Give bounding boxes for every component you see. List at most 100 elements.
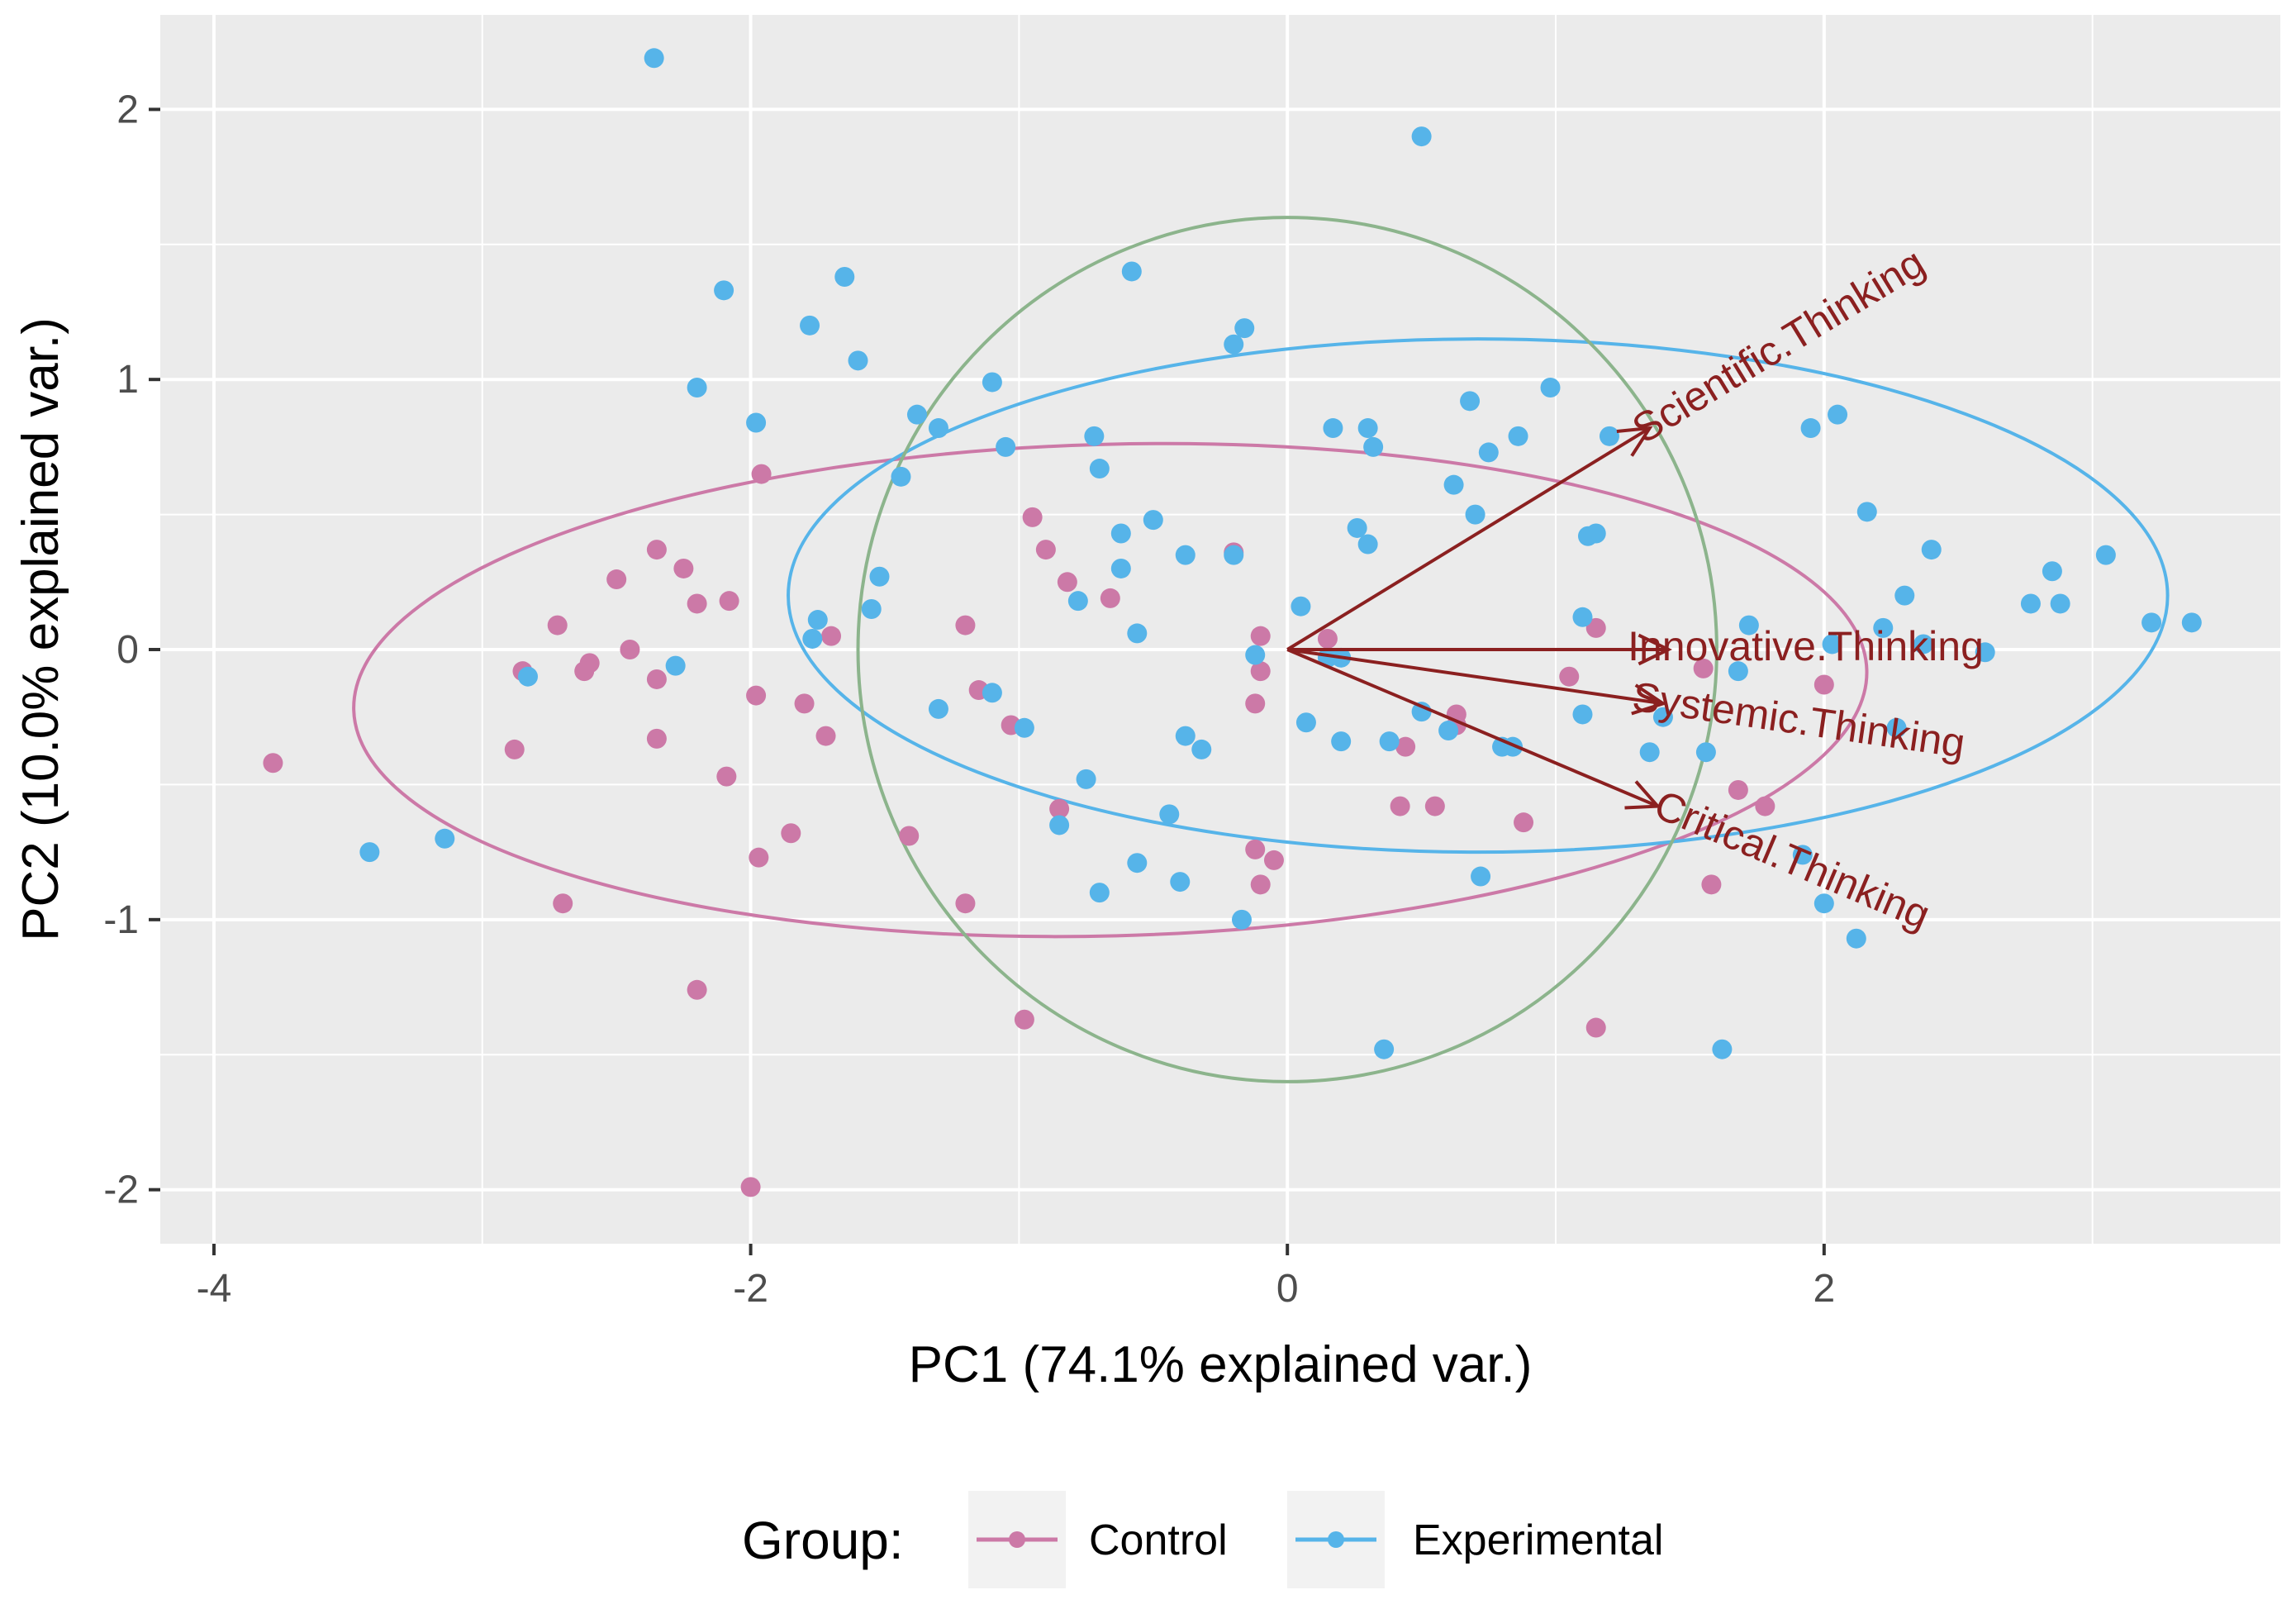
series-experimental	[359, 48, 2202, 1059]
experimental-point	[359, 842, 380, 863]
control-point	[1317, 628, 1338, 649]
experimental-point	[1508, 426, 1528, 446]
experimental-point	[848, 350, 868, 371]
experimental-point	[435, 828, 455, 849]
control-point	[1022, 507, 1043, 527]
control-point	[646, 669, 667, 689]
legend-marker-experimental	[1328, 1531, 1344, 1548]
experimental-point	[1886, 717, 1907, 738]
vector-arrow	[1286, 648, 1664, 706]
experimental-point	[802, 628, 823, 649]
control-point	[815, 726, 836, 746]
control-point	[821, 626, 842, 646]
ellipse-circle	[856, 216, 1718, 1083]
control-point	[646, 540, 667, 560]
legend-marker-control	[1009, 1531, 1025, 1548]
experimental-point	[1234, 318, 1255, 339]
x-tick-label: 0	[1276, 1267, 1299, 1311]
experimental-point	[1585, 523, 1606, 544]
legend-label-control: Control	[1089, 1516, 1228, 1564]
control-point	[1585, 617, 1606, 638]
experimental-point	[1357, 534, 1378, 555]
experimental-point	[1822, 634, 1842, 655]
control-point	[1263, 850, 1284, 870]
control-point	[1245, 839, 1266, 859]
experimental-point	[1465, 504, 1486, 525]
experimental-point	[2095, 545, 2116, 565]
experimental-point	[1127, 623, 1148, 644]
control-point	[1250, 626, 1271, 646]
control-point	[646, 728, 667, 749]
plot-panel	[160, 15, 2280, 1244]
vector-label: Innovative.Thinking	[1628, 623, 1984, 669]
x-tick-label: 2	[1813, 1267, 1835, 1311]
vector-arrow	[1286, 648, 1659, 808]
experimental-point	[982, 683, 1002, 703]
control-point	[746, 685, 767, 706]
experimental-point	[2020, 593, 2041, 614]
experimental-point	[746, 412, 767, 433]
experimental-point	[1323, 418, 1343, 439]
control-point	[1424, 796, 1445, 816]
x-axis-title: PC1 (74.1% explained var.)	[909, 1336, 1533, 1393]
experimental-point	[644, 48, 664, 69]
control-point	[1693, 658, 1714, 678]
experimental-point	[1975, 642, 1995, 663]
control-point	[749, 847, 769, 868]
control-point	[553, 893, 573, 914]
experimental-point	[1110, 523, 1131, 544]
experimental-point	[2042, 561, 2062, 582]
y-tick-label: -2	[103, 1169, 139, 1212]
ellipse-control	[352, 441, 1869, 939]
experimental-point	[517, 666, 538, 687]
experimental-point	[996, 436, 1016, 457]
experimental-point	[807, 610, 828, 631]
experimental-point	[891, 466, 911, 487]
legend-title: Group:	[742, 1511, 904, 1570]
control-point	[1390, 796, 1410, 816]
experimental-point	[2050, 593, 2070, 614]
vector-arrowhead	[1631, 683, 1667, 716]
control-point	[1514, 812, 1534, 833]
experimental-point	[1599, 426, 1619, 446]
control-point	[547, 615, 568, 636]
experimental-point	[1639, 742, 1660, 763]
x-tick-label: -2	[733, 1267, 768, 1311]
experimental-point	[687, 378, 707, 398]
vector-arrowhead	[1624, 780, 1661, 810]
x-tick-label: -4	[197, 1267, 232, 1311]
grid-major	[160, 15, 2280, 1244]
experimental-point	[1245, 645, 1266, 665]
experimental-point	[1049, 815, 1070, 835]
experimental-point	[928, 418, 948, 439]
experimental-point	[1374, 1039, 1395, 1059]
experimental-point	[1728, 661, 1748, 682]
control-point	[1814, 674, 1834, 695]
control-point	[504, 739, 525, 759]
control-point	[794, 693, 815, 714]
experimental-point	[1084, 426, 1105, 446]
control-point	[955, 615, 976, 636]
control-point	[781, 823, 801, 844]
experimental-point	[1828, 404, 1848, 425]
axes-layer: -4 -2 0 2 -2 -1 0 1 2	[103, 88, 1835, 1311]
experimental-point	[1460, 391, 1481, 412]
legend-label-experimental: Experimental	[1413, 1516, 1663, 1564]
experimental-point	[1411, 126, 1432, 147]
control-point	[716, 766, 737, 787]
experimental-point	[906, 404, 927, 425]
experimental-point	[1478, 442, 1499, 463]
experimental-point	[1379, 731, 1400, 752]
experimental-point	[1291, 596, 1311, 616]
control-point	[719, 591, 739, 612]
control-point	[1035, 540, 1056, 560]
control-point	[263, 753, 283, 774]
experimental-point	[1347, 517, 1367, 538]
control-point	[1014, 1009, 1034, 1030]
ellipse-experimental	[787, 337, 2170, 854]
experimental-point	[1076, 769, 1096, 789]
experimental-point	[861, 598, 882, 619]
experimental-point	[1572, 607, 1593, 627]
